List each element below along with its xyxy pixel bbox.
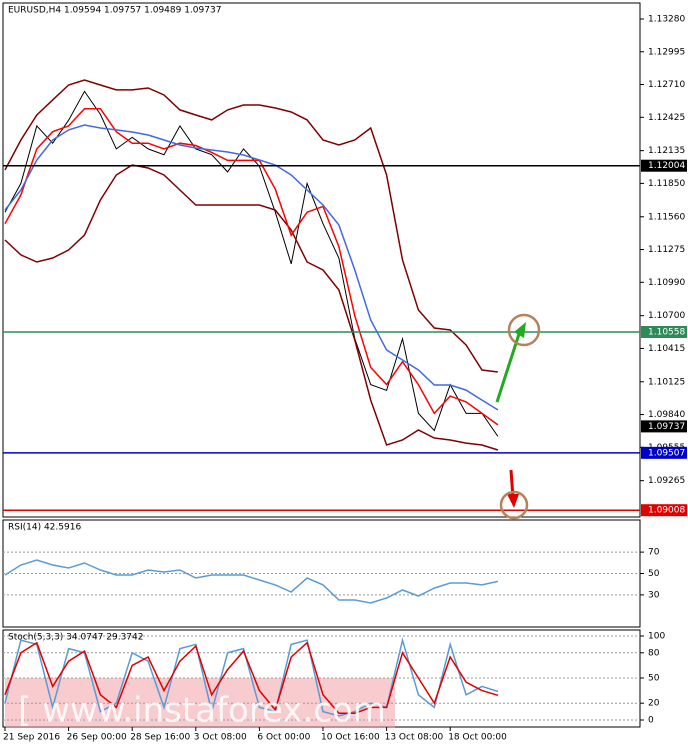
y-tick-label: 1.11560 xyxy=(648,212,685,222)
x-tick-label: 28 Sep 16:00 xyxy=(130,733,190,743)
y-tick-label: 1.10125 xyxy=(648,377,685,387)
level-label: 1.09507 xyxy=(648,448,685,458)
level-label: 1.12004 xyxy=(648,161,685,171)
last-price-box xyxy=(641,420,687,433)
x-tick-label: 6 Oct 00:00 xyxy=(257,733,310,743)
x-tick-label: 3 Oct 08:00 xyxy=(194,733,247,743)
price-panel xyxy=(2,2,641,518)
y-tick-label: 1.12135 xyxy=(648,146,685,156)
y-tick-label: 1.12710 xyxy=(648,80,685,90)
y-tick-label: 1.13280 xyxy=(648,14,685,24)
y-tick-label: 1.09265 xyxy=(648,476,685,486)
y-tick-label: 30 xyxy=(648,590,660,600)
series-line xyxy=(4,107,499,426)
y-tick-label: 1.11850 xyxy=(648,179,685,189)
down-arrow xyxy=(509,469,515,499)
chart-title: EURUSD,H4 1.09594 1.09757 1.09489 1.0973… xyxy=(8,6,221,16)
down-arrow-head xyxy=(507,494,519,508)
y-tick-label: 1.10700 xyxy=(648,311,685,321)
x-tick-label: 21 Sep 2016 xyxy=(3,733,60,743)
x-tick-label: 18 Oct 00:00 xyxy=(448,733,507,743)
y-tick-label: 20 xyxy=(648,699,660,709)
up-arrow xyxy=(495,333,521,403)
level-label-box xyxy=(641,325,687,338)
x-tick-label: 10 Oct 16:00 xyxy=(321,733,380,743)
series-line xyxy=(4,79,498,373)
y-tick-label: 80 xyxy=(648,648,660,658)
marks: 1.13280 1.12995 1.12710 1.12425 1.12135 1.118… xyxy=(3,14,687,743)
series-line xyxy=(4,641,499,715)
y-tick-label: 50 xyxy=(648,674,660,684)
x-tick-label: 26 Sep 00:00 xyxy=(67,733,127,743)
x-tick-label: 13 Oct 08:00 xyxy=(385,733,444,743)
y-tick-label: 1.09840 xyxy=(648,410,685,420)
stoch-title: Stoch(5,3,3) 34.0747 29.3742 xyxy=(8,633,143,643)
y-tick-label: 0 xyxy=(648,716,654,726)
level-label-box xyxy=(641,159,687,172)
rsi-title: RSI(14) 42.5916 xyxy=(8,523,81,533)
y-tick-label: 50 xyxy=(648,569,660,579)
up-arrow-head xyxy=(514,322,526,338)
level-label-box xyxy=(641,446,687,459)
level-label: 1.09008 xyxy=(648,506,685,516)
y-tick-label: 1.12425 xyxy=(648,113,685,123)
series-line xyxy=(4,90,499,437)
y-tick-label: 1.11275 xyxy=(648,245,685,255)
y-tick-label: 100 xyxy=(648,632,665,642)
y-tick-label: 70 xyxy=(648,548,660,558)
series-line xyxy=(4,637,499,717)
series-line xyxy=(4,164,499,451)
watermark: [ www.instaforex.com xyxy=(18,691,386,731)
series-line xyxy=(4,124,499,411)
series-line xyxy=(4,559,499,604)
y-tick-label: 1.10990 xyxy=(648,278,685,288)
level-label: 1.10558 xyxy=(648,327,685,337)
y-tick-label: 1.10415 xyxy=(648,344,685,354)
level-label-box xyxy=(641,504,687,517)
y-tick-label: 1.12995 xyxy=(648,47,685,57)
target-circle xyxy=(499,490,529,520)
target-circle xyxy=(507,313,541,347)
last-price-label: 1.09737 xyxy=(648,422,685,432)
